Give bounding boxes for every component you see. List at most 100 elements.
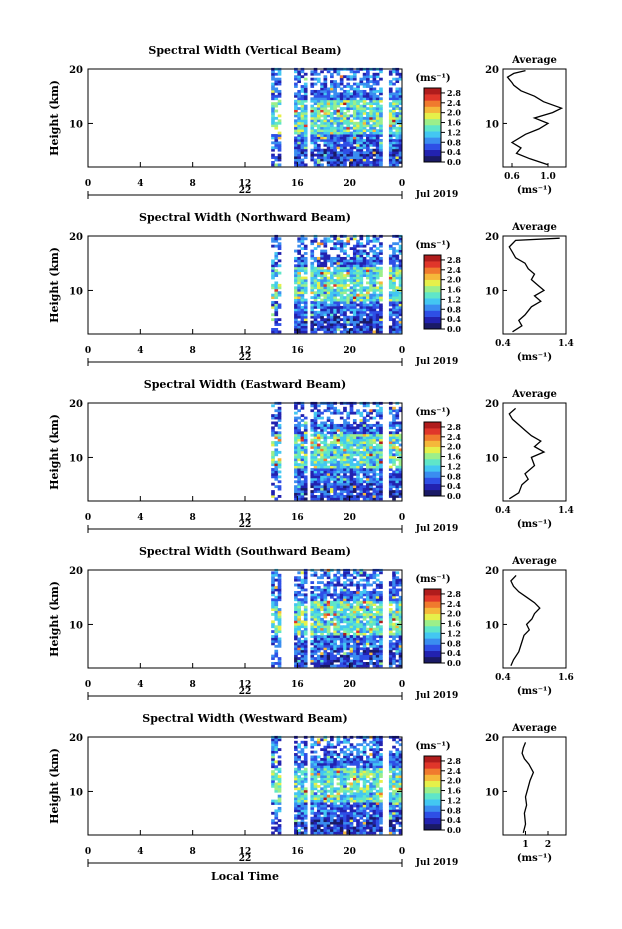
heatmap-cell	[271, 826, 275, 830]
heatmap-cell	[326, 767, 331, 771]
heatmap-cell	[343, 85, 347, 88]
heatmap-cell	[271, 821, 275, 825]
heatmap-cell	[316, 760, 321, 764]
heatmap-cell	[333, 99, 337, 103]
heatmap-cell	[336, 593, 341, 597]
heatmap-cell	[297, 121, 302, 125]
heatmap-cell	[323, 573, 328, 577]
panel-1: Spectral Width (Vertical Beam)1020Height…	[48, 44, 567, 200]
heatmap-cell	[310, 802, 315, 805]
heatmap-cell	[277, 662, 282, 665]
heatmap-cell	[388, 627, 393, 631]
heatmap-cell	[362, 438, 367, 442]
heatmap-cell	[352, 657, 357, 660]
heatmap-cell	[271, 102, 275, 106]
heatmap-cell	[274, 460, 279, 464]
heatmap-cell	[303, 87, 308, 91]
heatmap-cell	[346, 482, 351, 486]
heatmap-cell	[375, 252, 380, 255]
heatmap-cell	[297, 276, 302, 280]
heatmap-cell	[346, 637, 351, 641]
heatmap-cell	[346, 620, 351, 624]
heatmap-cell	[366, 323, 370, 326]
heatmap-cell	[352, 310, 357, 314]
heatmap-cell	[297, 613, 302, 616]
heatmap-cell	[323, 441, 328, 444]
heatmap-cell	[356, 107, 360, 110]
heatmap-cell	[333, 642, 337, 646]
heatmap-cell	[372, 283, 377, 287]
heatmap-cell	[346, 458, 351, 462]
heatmap-cell	[395, 590, 400, 594]
heatmap-cell	[294, 266, 298, 270]
heatmap-cell	[274, 146, 279, 150]
heatmap-cell	[359, 121, 364, 125]
heatmap-cell	[320, 308, 324, 312]
heatmap-cell	[333, 237, 337, 241]
heatmap-cell	[303, 315, 308, 319]
heatmap-cell	[379, 571, 383, 575]
heatmap-cell	[352, 477, 357, 481]
heatmap-cell	[392, 148, 396, 152]
heatmap-cell	[277, 431, 282, 435]
heatmap-cell	[339, 632, 344, 636]
heatmap-cell	[375, 487, 380, 491]
heatmap-cell	[392, 419, 396, 422]
heatmap-cell	[356, 283, 360, 287]
heatmap-cell	[300, 328, 305, 331]
heatmap-cell	[271, 104, 275, 108]
heatmap-cell	[330, 463, 334, 467]
heatmap-cell	[388, 276, 393, 280]
heatmap-cell	[362, 458, 367, 462]
heatmap-cell	[372, 134, 377, 137]
heatmap-cell	[333, 291, 337, 295]
heatmap-cell	[346, 595, 351, 599]
heatmap-cell	[310, 330, 315, 334]
heatmap-cell	[274, 328, 279, 331]
heatmap-cell	[366, 124, 370, 128]
heatmap-cell	[366, 143, 370, 147]
heatmap-cell	[379, 460, 383, 464]
heatmap-cell	[300, 107, 305, 110]
heatmap-cell	[349, 148, 354, 152]
heatmap-cell	[369, 654, 373, 658]
heatmap-cell	[323, 107, 328, 110]
heatmap-cell	[297, 134, 302, 137]
heatmap-cell	[303, 301, 308, 304]
heatmap-cell	[375, 119, 380, 123]
heatmap-cell	[310, 625, 315, 629]
heatmap-cell	[303, 652, 308, 656]
heatmap-cell	[300, 143, 305, 147]
heatmap-cell	[379, 593, 383, 597]
heatmap-cell	[323, 264, 328, 268]
heatmap-cell	[349, 291, 354, 295]
heatmap-cell	[300, 593, 305, 597]
heatmap-cell	[349, 134, 354, 137]
heatmap-cell	[320, 271, 324, 275]
heatmap-cell	[274, 787, 279, 791]
heatmap-cell	[369, 94, 373, 98]
heatmap-cell	[343, 283, 347, 287]
heatmap-cell	[356, 318, 360, 322]
heatmap-cell	[330, 94, 334, 98]
heatmap-cell	[294, 291, 298, 295]
heatmap-cell	[303, 470, 308, 474]
heatmap-cell	[349, 465, 354, 469]
heatmap-cell	[379, 490, 383, 493]
heatmap-cell	[320, 99, 324, 103]
heatmap-cell	[346, 441, 351, 444]
heatmap-cell	[336, 305, 341, 309]
heatmap-cell	[379, 632, 383, 636]
heatmap-cell	[398, 244, 403, 248]
heatmap-cell	[271, 443, 275, 447]
heatmap-cell	[362, 578, 367, 582]
heatmap-cell	[349, 328, 354, 331]
heatmap-cell	[398, 608, 403, 611]
heatmap-cell	[313, 613, 318, 616]
heatmap-cell	[339, 438, 344, 442]
heatmap-cell	[294, 279, 298, 282]
heatmap-cell	[366, 603, 370, 607]
heatmap-cell	[277, 244, 282, 248]
heatmap-cell	[339, 330, 344, 334]
heatmap-cell	[326, 789, 331, 793]
